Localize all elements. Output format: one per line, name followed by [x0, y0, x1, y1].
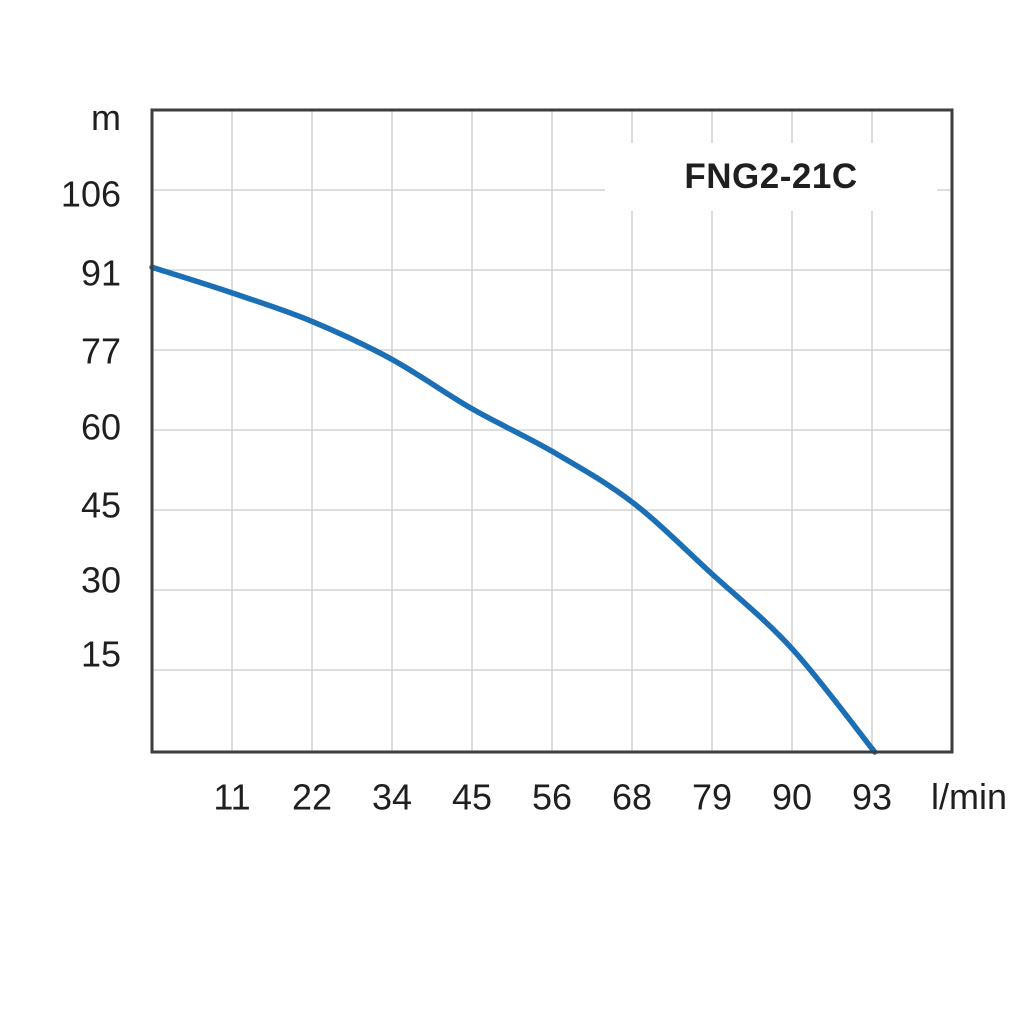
plot-border: [150, 108, 954, 754]
x-tick-label: 45: [452, 777, 492, 818]
x-tick-label: 93: [852, 777, 892, 818]
y-tick-label: 15: [81, 634, 121, 675]
y-axis-unit-label: m: [91, 97, 121, 138]
x-tick-label: 56: [532, 777, 572, 818]
y-tick-label: 30: [81, 560, 121, 601]
y-tick-label: 106: [61, 174, 121, 215]
x-axis-unit-label: l/min: [930, 776, 1007, 817]
x-tick-label: 34: [372, 777, 412, 818]
y-tick-label: 60: [81, 407, 121, 448]
x-tick-label: 79: [692, 777, 732, 818]
x-tick-label: 68: [612, 777, 652, 818]
x-tick-label: 90: [772, 777, 812, 818]
x-tick-label: 11: [213, 777, 250, 818]
x-tick-label: 22: [292, 777, 332, 818]
y-tick-label: 45: [81, 485, 121, 526]
y-tick-label: 91: [81, 253, 121, 294]
y-tick-label: 77: [81, 331, 121, 372]
chart-title: FNG2-21C: [605, 143, 937, 211]
head-curve: [149, 264, 878, 755]
